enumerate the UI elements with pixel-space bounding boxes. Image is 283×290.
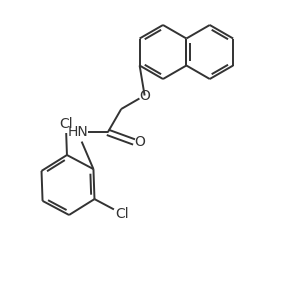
Text: HN: HN <box>67 125 88 139</box>
Text: Cl: Cl <box>115 207 129 221</box>
Text: O: O <box>139 88 150 102</box>
Text: O: O <box>135 135 145 149</box>
Text: Cl: Cl <box>59 117 73 131</box>
